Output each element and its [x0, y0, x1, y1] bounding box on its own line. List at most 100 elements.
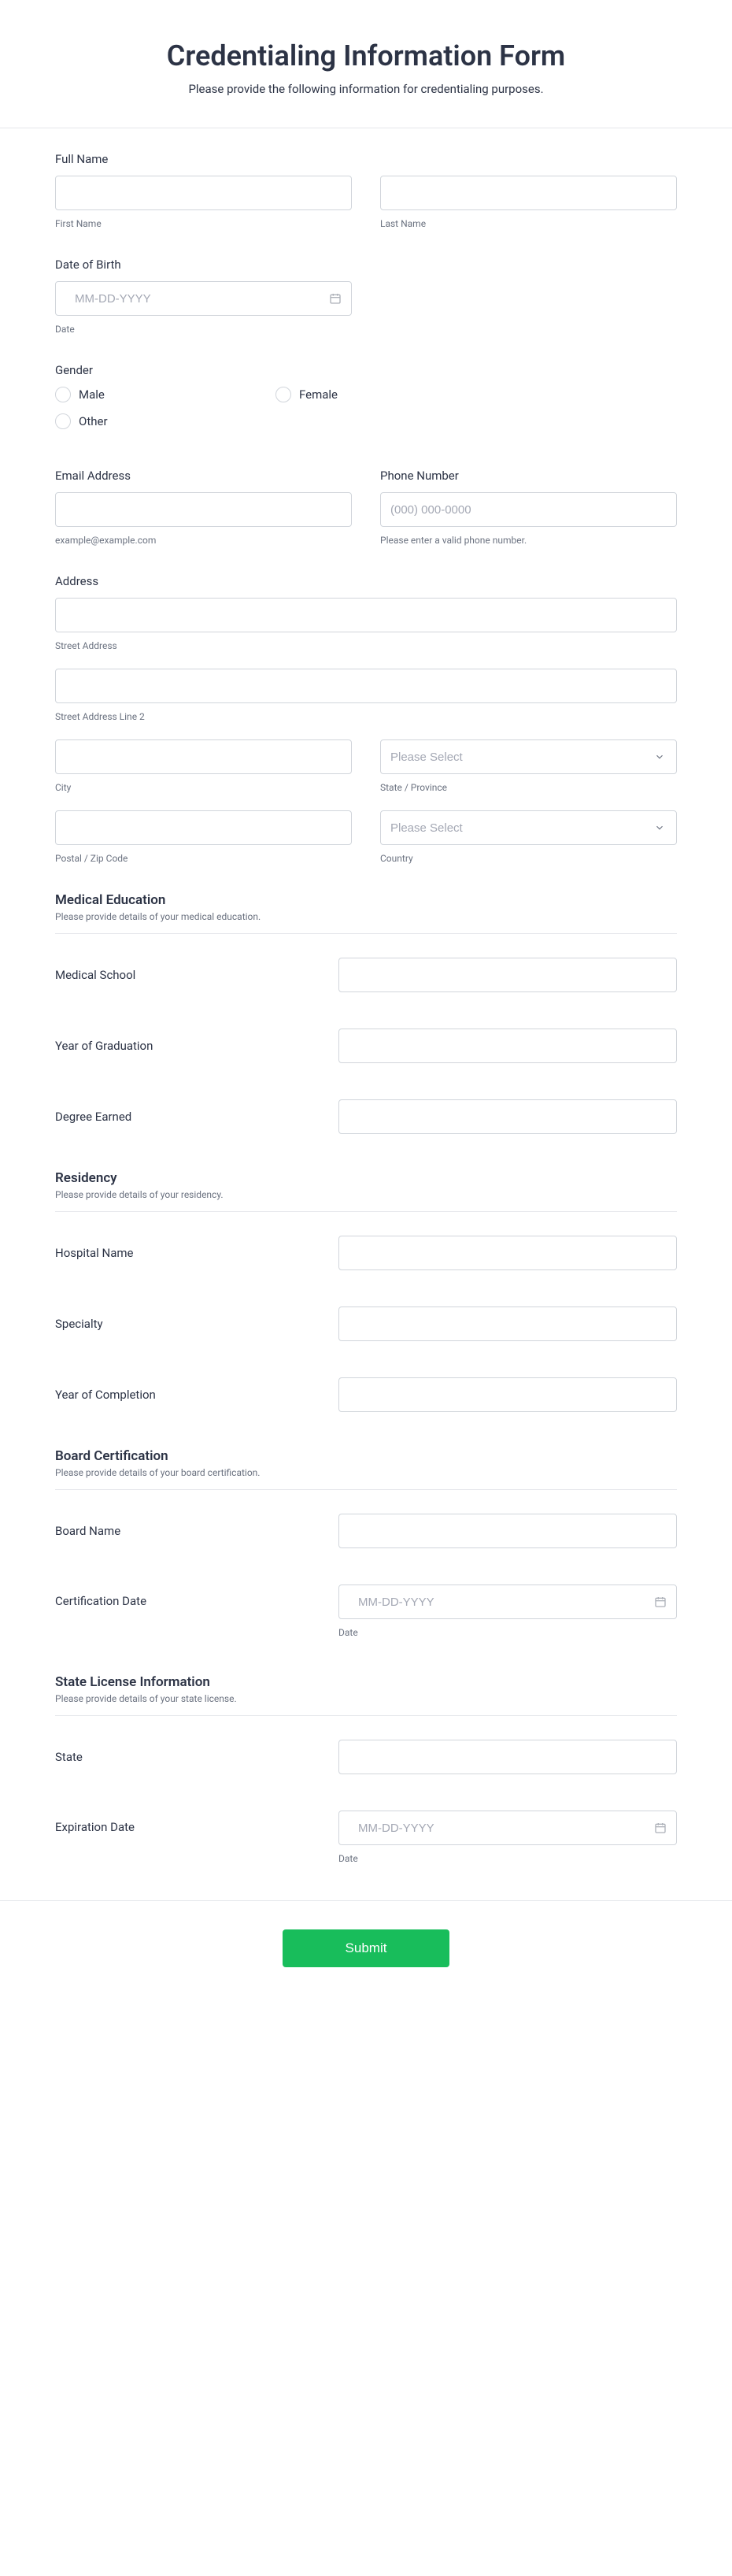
medical-education-header: Medical Education Please provide details…: [55, 892, 677, 934]
grad-year-input[interactable]: [338, 1029, 677, 1063]
specialty-label: Specialty: [55, 1317, 338, 1331]
contact-group: Email Address example@example.com Phone …: [55, 469, 677, 546]
specialty-input[interactable]: [338, 1307, 677, 1341]
gender-other-label: Other: [79, 414, 108, 428]
last-name-sublabel: Last Name: [380, 218, 677, 229]
residency-title: Residency: [55, 1170, 677, 1186]
exp-date-field: Expiration Date Date: [55, 1811, 677, 1864]
medical-education-title: Medical Education: [55, 892, 677, 908]
state-select[interactable]: Please Select: [380, 739, 677, 774]
board-name-field: Board Name: [55, 1514, 677, 1548]
section-divider: [55, 1489, 677, 1490]
exp-date-label: Expiration Date: [55, 1811, 338, 1834]
dob-input[interactable]: [65, 282, 329, 315]
phone-input[interactable]: [380, 492, 677, 527]
last-name-input[interactable]: [380, 176, 677, 210]
street2-sublabel: Street Address Line 2: [55, 711, 677, 722]
street-input[interactable]: [55, 598, 677, 632]
medical-school-field: Medical School: [55, 958, 677, 992]
license-state-label: State: [55, 1750, 338, 1764]
calendar-icon: [654, 1596, 667, 1608]
email-input[interactable]: [55, 492, 352, 527]
street2-input[interactable]: [55, 669, 677, 703]
cert-date-input-wrap[interactable]: [338, 1585, 677, 1619]
board-cert-desc: Please provide details of your board cer…: [55, 1467, 677, 1478]
completion-year-field: Year of Completion: [55, 1377, 677, 1412]
gender-female-radio[interactable]: Female: [275, 387, 496, 402]
completion-year-input[interactable]: [338, 1377, 677, 1412]
exp-date-input-wrap[interactable]: [338, 1811, 677, 1845]
degree-label: Degree Earned: [55, 1110, 338, 1124]
full-name-label: Full Name: [55, 152, 677, 166]
state-license-desc: Please provide details of your state lic…: [55, 1693, 677, 1704]
license-state-input[interactable]: [338, 1740, 677, 1774]
form-header: Credentialing Information Form Please pr…: [0, 0, 732, 128]
gender-label: Gender: [55, 363, 677, 377]
cert-date-sublabel: Date: [338, 1627, 677, 1638]
dob-label: Date of Birth: [55, 258, 677, 272]
city-input[interactable]: [55, 739, 352, 774]
cert-date-input[interactable]: [349, 1585, 654, 1618]
gender-male-label: Male: [79, 387, 105, 402]
state-sublabel: State / Province: [380, 782, 677, 793]
gender-other-radio[interactable]: Other: [55, 413, 275, 429]
phone-sublabel: Please enter a valid phone number.: [380, 535, 677, 546]
gender-group: Gender Male Female Other: [55, 363, 677, 440]
postal-sublabel: Postal / Zip Code: [55, 853, 352, 864]
city-sublabel: City: [55, 782, 352, 793]
state-license-header: State License Information Please provide…: [55, 1674, 677, 1716]
residency-header: Residency Please provide details of your…: [55, 1170, 677, 1212]
medical-school-label: Medical School: [55, 968, 338, 982]
board-cert-title: Board Certification: [55, 1448, 677, 1464]
radio-icon: [275, 387, 291, 402]
form-subtitle: Please provide the following information…: [47, 82, 685, 96]
hospital-input[interactable]: [338, 1236, 677, 1270]
address-group: Address Street Address Street Address Li…: [55, 574, 677, 864]
radio-icon: [55, 413, 71, 429]
cert-date-field: Certification Date Date: [55, 1585, 677, 1638]
gender-male-radio[interactable]: Male: [55, 387, 275, 402]
grad-year-label: Year of Graduation: [55, 1039, 338, 1053]
residency-desc: Please provide details of your residency…: [55, 1189, 677, 1200]
exp-date-sublabel: Date: [338, 1853, 677, 1864]
section-divider: [55, 933, 677, 934]
first-name-sublabel: First Name: [55, 218, 352, 229]
dob-group: Date of Birth Date: [55, 258, 677, 335]
full-name-group: Full Name First Name Last Name: [55, 152, 677, 229]
radio-icon: [55, 387, 71, 402]
license-state-field: State: [55, 1740, 677, 1774]
board-cert-header: Board Certification Please provide detai…: [55, 1448, 677, 1490]
degree-field: Degree Earned: [55, 1099, 677, 1134]
phone-label: Phone Number: [380, 469, 677, 483]
country-select[interactable]: Please Select: [380, 810, 677, 845]
submit-button[interactable]: Submit: [283, 1929, 450, 1967]
first-name-input[interactable]: [55, 176, 352, 210]
form-body: Full Name First Name Last Name Date of B…: [0, 128, 732, 1864]
specialty-field: Specialty: [55, 1307, 677, 1341]
email-label: Email Address: [55, 469, 352, 483]
hospital-label: Hospital Name: [55, 1246, 338, 1260]
postal-input[interactable]: [55, 810, 352, 845]
section-divider: [55, 1211, 677, 1212]
dob-sublabel: Date: [55, 324, 352, 335]
section-divider: [55, 1715, 677, 1716]
board-name-label: Board Name: [55, 1524, 338, 1538]
medical-education-desc: Please provide details of your medical e…: [55, 911, 677, 922]
calendar-icon: [654, 1822, 667, 1834]
calendar-icon: [329, 292, 342, 305]
dob-input-wrap[interactable]: [55, 281, 352, 316]
gender-female-label: Female: [299, 387, 338, 402]
cert-date-label: Certification Date: [55, 1585, 338, 1608]
address-label: Address: [55, 574, 677, 588]
form-title: Credentialing Information Form: [47, 39, 685, 72]
state-license-title: State License Information: [55, 1674, 677, 1690]
exp-date-input[interactable]: [349, 1811, 654, 1844]
board-name-input[interactable]: [338, 1514, 677, 1548]
submit-wrap: Submit: [0, 1901, 732, 2014]
grad-year-field: Year of Graduation: [55, 1029, 677, 1063]
medical-school-input[interactable]: [338, 958, 677, 992]
completion-year-label: Year of Completion: [55, 1388, 338, 1402]
street-sublabel: Street Address: [55, 640, 677, 651]
email-sublabel: example@example.com: [55, 535, 352, 546]
degree-input[interactable]: [338, 1099, 677, 1134]
